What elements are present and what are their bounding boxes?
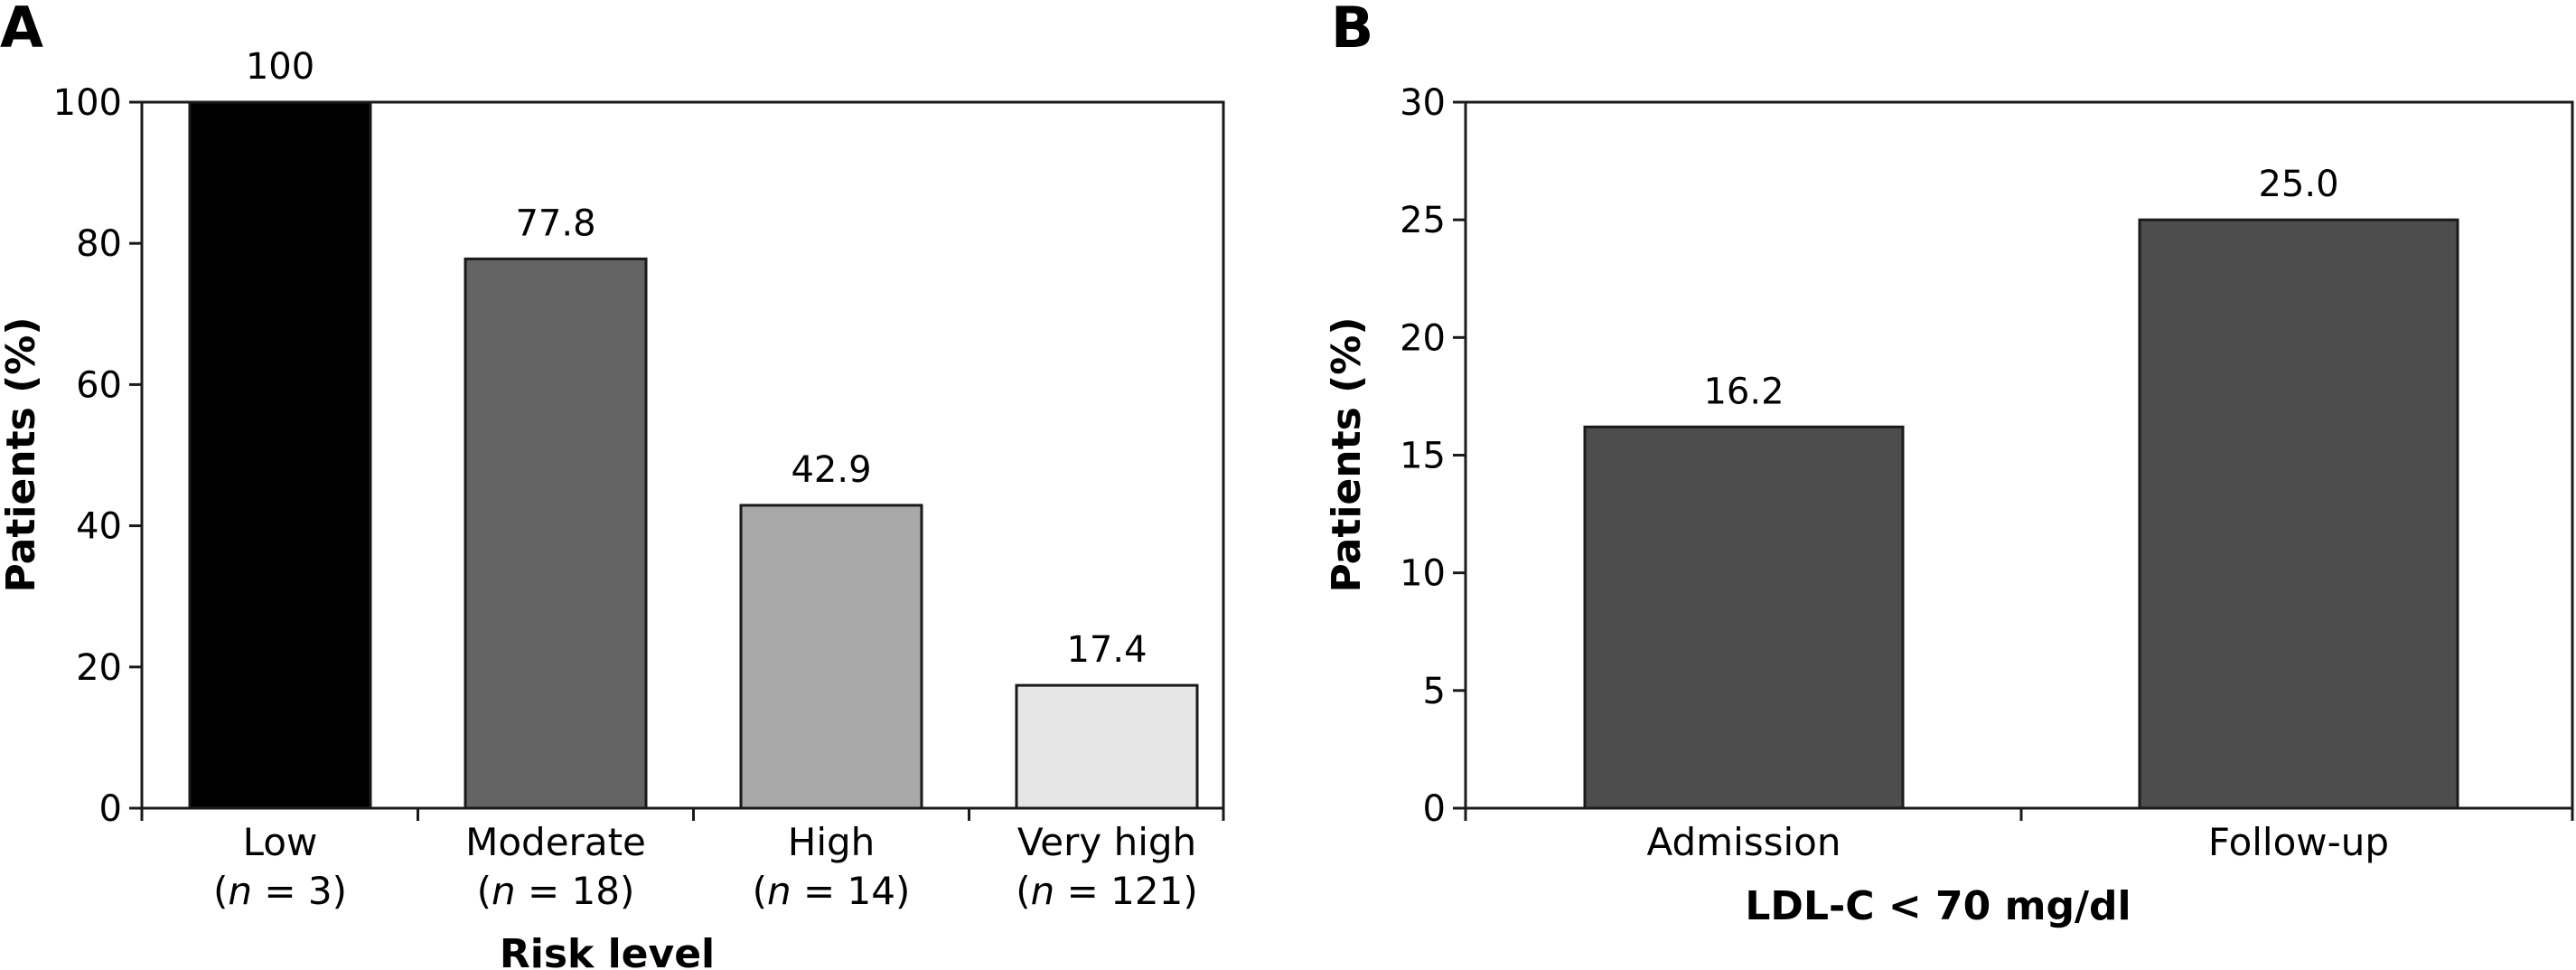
category-label: Moderate [465, 820, 646, 864]
panel-letter-b: B [1331, 0, 1373, 61]
category-sample-size: (n = 3) [213, 869, 347, 913]
category-label: Very high [1017, 820, 1196, 864]
bar [739, 504, 923, 810]
x-axis-title-b: LDL-C < 70 mg/dl [1745, 883, 2131, 929]
x-axis-title-a: Risk level [500, 931, 715, 970]
y-tick-label: 0 [1423, 788, 1446, 830]
bar [464, 257, 648, 810]
category-label: Follow-up [2208, 820, 2389, 864]
x-axis-labels-b: Admission Follow-up [1647, 820, 2390, 864]
y-axis-ticks-a: 0 20 40 60 80 100 [53, 82, 1225, 830]
bars-a: 100 77.8 42.9 17.4 [188, 46, 1199, 810]
bar [1583, 425, 1905, 810]
chart-panel-b: B 0 5 10 15 20 25 30 16.2 25.0 Admission Follow-… [1324, 0, 2574, 929]
y-tick-label: 0 [99, 788, 122, 830]
y-tick-label: 60 [76, 364, 122, 406]
category-label: Low [243, 820, 318, 864]
y-tick-label: 80 [76, 223, 122, 265]
y-tick-label: 15 [1400, 436, 1446, 477]
y-axis-ticks-b: 0 5 10 15 20 25 30 [1400, 82, 2574, 830]
category-sample-size: (n = 18) [477, 869, 635, 913]
y-tick-label: 5 [1423, 671, 1446, 712]
panel-letter-a: A [0, 0, 43, 61]
y-tick-label: 100 [53, 82, 122, 124]
y-axis-title-b: Patients (%) [1324, 317, 1370, 593]
y-tick-label: 40 [76, 506, 122, 548]
plot-frame-a [140, 100, 1225, 810]
bar-value-label: 77.8 [515, 202, 595, 244]
x-axis-labels-a: Low (n = 3) Moderate (n = 18) High (n = 14) Ve… [213, 820, 1198, 913]
bars-b: 16.2 25.0 [1583, 164, 2459, 810]
y-tick-label: 25 [1400, 200, 1446, 241]
chart-panel-a: A 0 20 40 60 80 100 100 77.8 42.9 17.4 Low (n = 3… [0, 0, 1225, 970]
bar-value-label: 42.9 [791, 449, 871, 491]
category-sample-size: (n = 14) [753, 869, 911, 913]
y-axis-title-a: Patients (%) [0, 317, 44, 593]
bar-value-label: 25.0 [2258, 164, 2338, 205]
category-label: Admission [1647, 820, 1841, 864]
bar [1015, 683, 1199, 810]
category-sample-size: (n = 121) [1016, 869, 1197, 913]
y-tick-label: 10 [1400, 553, 1446, 595]
bar [2138, 218, 2459, 810]
y-tick-label: 20 [1400, 317, 1446, 359]
bar [188, 100, 372, 810]
y-tick-label: 30 [1400, 82, 1446, 124]
category-label: High [788, 820, 876, 864]
bar-value-label: 100 [246, 46, 314, 88]
y-tick-label: 20 [76, 647, 122, 689]
bar-value-label: 17.4 [1066, 629, 1147, 671]
bar-value-label: 16.2 [1703, 371, 1784, 412]
